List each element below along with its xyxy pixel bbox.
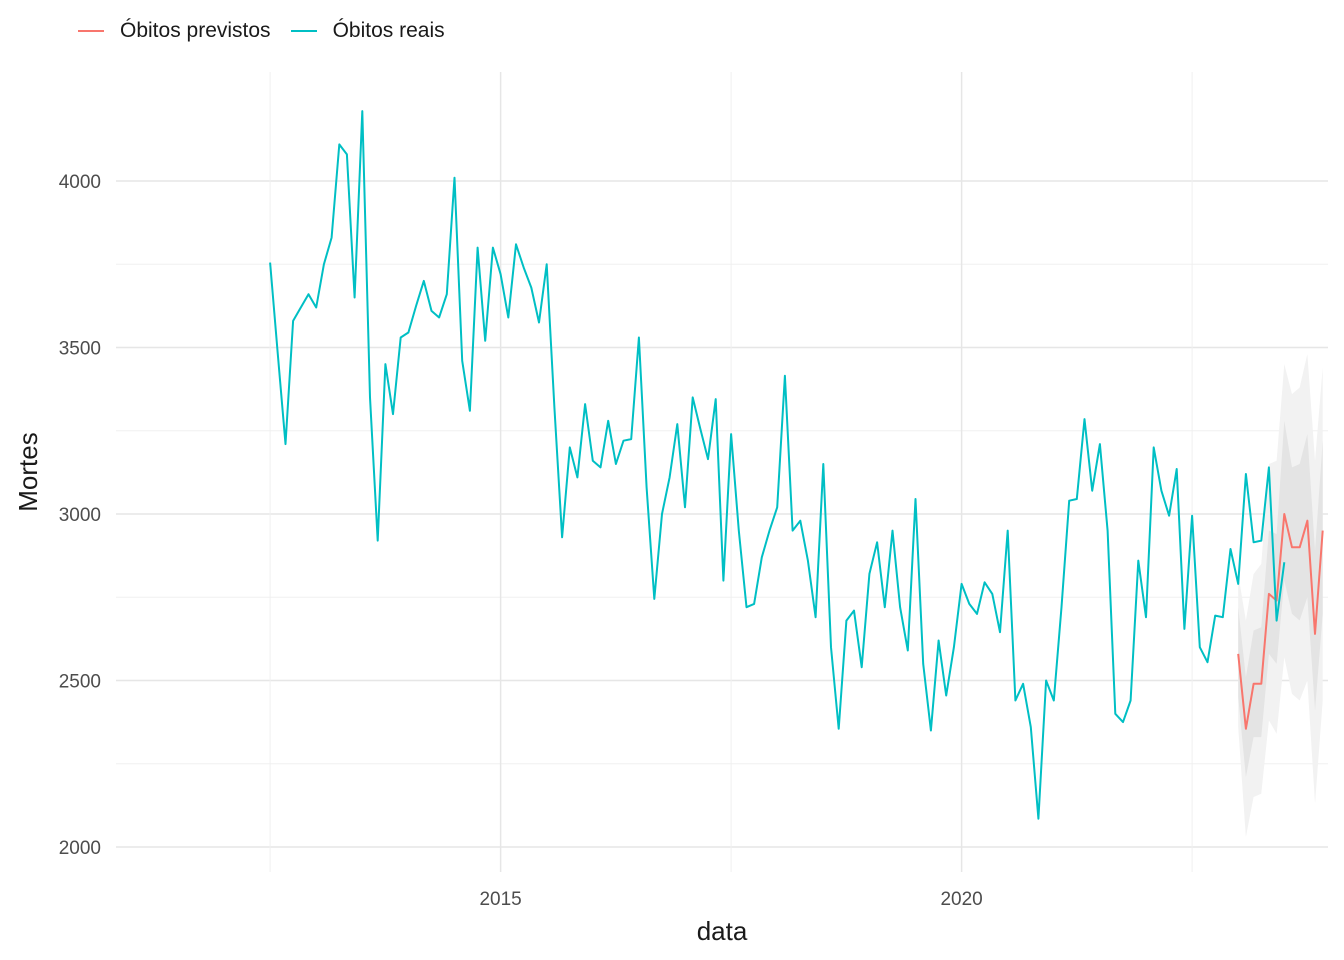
y-tick-label: 3000	[59, 505, 101, 526]
legend-label-reais: Óbitos reais	[332, 19, 445, 42]
legend-key-previstos	[78, 30, 104, 32]
series-lines	[269, 110, 1324, 820]
legend-label-previstos: Óbitos previstos	[120, 19, 271, 42]
y-tick-label: 2500	[59, 672, 101, 693]
x-tick-label: 2020	[940, 889, 982, 910]
y-tick-label: 2000	[59, 838, 101, 859]
legend: Óbitos previstos Óbitos reais	[78, 17, 465, 45]
x-tick-label: 2015	[479, 889, 521, 910]
x-axis-title: data	[697, 916, 748, 946]
y-axis-title: Mortes	[13, 432, 43, 511]
legend-item-previstos: Óbitos previstos	[78, 19, 271, 43]
series-line-reais	[269, 110, 1286, 820]
tick-labels: 2000 2500 3000 3500 4000 2015 2020	[59, 172, 983, 910]
grid	[116, 72, 1328, 872]
series-line-previstos	[1237, 513, 1324, 730]
y-tick-label: 4000	[59, 172, 101, 193]
legend-key-reais	[290, 30, 317, 32]
y-tick-label: 3500	[59, 339, 101, 360]
legend-item-reais: Óbitos reais	[290, 19, 445, 43]
